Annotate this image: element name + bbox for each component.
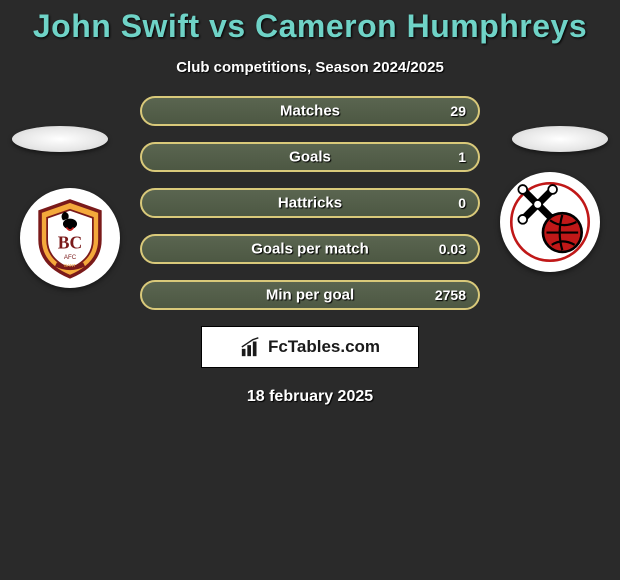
- stat-value-right: 0: [458, 195, 466, 211]
- stat-label: Goals: [289, 149, 331, 166]
- rotherham-badge-icon: [506, 178, 594, 266]
- stat-row-goals-per-match: Goals per match 0.03: [140, 234, 480, 264]
- stat-value-right: 29: [450, 103, 466, 119]
- club-badge-right: [500, 172, 600, 272]
- stat-label: Min per goal: [266, 287, 354, 304]
- stat-value-right: 0.03: [439, 241, 466, 257]
- svg-text:AFC: AFC: [64, 254, 77, 261]
- club-badge-left: BC AFC BANT: [20, 188, 120, 288]
- stats-table: Matches 29 Goals 1 Hattricks 0 Goals per…: [140, 96, 480, 310]
- svg-text:BC: BC: [58, 233, 82, 253]
- bradford-badge-icon: BC AFC BANT: [26, 194, 114, 282]
- bar-chart-icon: [240, 336, 262, 358]
- player-left-ellipse: [12, 126, 108, 152]
- stat-label: Matches: [280, 103, 340, 120]
- stat-row-hattricks: Hattricks 0: [140, 188, 480, 218]
- svg-text:BANT: BANT: [64, 263, 76, 268]
- stat-label: Goals per match: [251, 241, 369, 258]
- stat-row-matches: Matches 29: [140, 96, 480, 126]
- branding-text: FcTables.com: [268, 337, 380, 357]
- page-title: John Swift vs Cameron Humphreys: [0, 0, 620, 45]
- stat-label: Hattricks: [278, 195, 342, 212]
- stat-row-goals: Goals 1: [140, 142, 480, 172]
- subtitle: Club competitions, Season 2024/2025: [0, 59, 620, 76]
- stat-value-right: 2758: [435, 287, 466, 303]
- branding-box: FcTables.com: [201, 326, 419, 368]
- stat-value-right: 1: [458, 149, 466, 165]
- player-right-ellipse: [512, 126, 608, 152]
- date-text: 18 february 2025: [0, 388, 620, 406]
- stat-row-min-per-goal: Min per goal 2758: [140, 280, 480, 310]
